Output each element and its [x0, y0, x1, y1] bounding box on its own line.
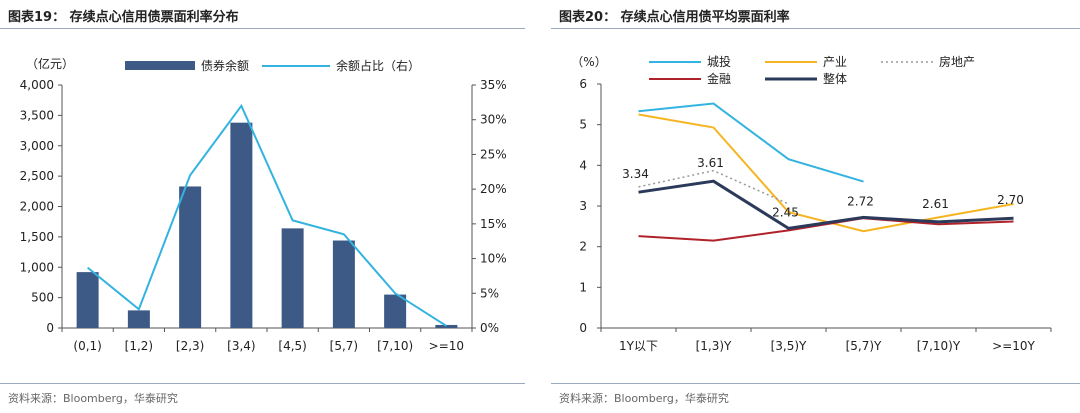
x-tick-label: >=10Y — [992, 339, 1035, 353]
y-tick-label: 1,000 — [20, 260, 54, 274]
x-tick-label: [7,10)Y — [917, 339, 961, 353]
bar — [127, 310, 150, 328]
y-tick-label: 3,500 — [20, 108, 54, 122]
legend-swatch-bar — [125, 61, 195, 70]
data-label: 3.34 — [622, 167, 649, 181]
y2-tick-label: 5% — [480, 286, 499, 300]
x-tick-label: [3,4) — [227, 339, 255, 353]
y2-tick-label: 35% — [480, 78, 507, 92]
y-axis-unit-label: （%） — [571, 55, 606, 69]
title-divider — [551, 28, 1080, 29]
y-tick-label: 2,000 — [20, 200, 54, 214]
y2-tick-label: 0% — [480, 321, 499, 335]
y2-tick-label: 20% — [480, 182, 507, 196]
legend-label: 房地产 — [939, 54, 975, 69]
x-tick-label: [3,5)Y — [771, 339, 807, 353]
data-label: 2.61 — [922, 197, 949, 211]
x-tick-label: [1,2) — [125, 339, 153, 353]
y-tick-label: 3,000 — [20, 139, 54, 153]
figure-right-title: 图表20： 存续点心信用债平均票面利率 — [559, 10, 790, 25]
y-tick-label: 5 — [579, 118, 587, 132]
data-label: 3.61 — [697, 156, 724, 170]
y-tick-label: 500 — [31, 291, 54, 305]
y-tick-label: 3 — [579, 199, 587, 213]
data-label: 2.72 — [847, 194, 874, 208]
source-divider — [0, 383, 525, 384]
y2-tick-label: 10% — [480, 252, 507, 266]
x-tick-label: 1Y以下 — [619, 339, 658, 353]
average-coupon-rate-chart: 0 1 2 3 4 5 6 1Y以下 [1,3)Y [3,5)Y [5,7)Y [7,10)Y >=10… — [571, 54, 1052, 353]
x-tick-label: [4,5) — [278, 339, 306, 353]
legend-label: 余额占比（右） — [336, 58, 420, 73]
figure-right: 图表20： 存续点心信用债平均票面利率 0 1 2 3 4 5 6 1Y以下 [1,3)Y [3,… — [551, 0, 1080, 413]
bar — [332, 240, 355, 328]
y-tick-label: 1,500 — [20, 230, 54, 244]
y-tick-label: 4,000 — [20, 78, 54, 92]
data-label: 2.45 — [772, 205, 799, 219]
bar — [384, 294, 407, 328]
source-divider — [551, 383, 1080, 384]
y-tick-label: 2 — [579, 240, 587, 254]
title-divider — [0, 28, 525, 29]
series-line — [638, 102, 864, 183]
bond-balance-distribution-chart: 0 500 1,000 1,500 2,000 2,500 3,000 3,500 4,000 0… — [20, 56, 507, 353]
bar — [76, 272, 99, 328]
x-tick-label: [1,3)Y — [696, 339, 732, 353]
y-tick-label: 1 — [579, 280, 587, 294]
y-tick-label: 0 — [46, 321, 54, 335]
data-label: 2.70 — [997, 193, 1024, 207]
x-tick-label: [5,7) — [330, 339, 358, 353]
series-line — [638, 169, 789, 205]
bar — [281, 228, 304, 328]
bar — [435, 324, 458, 328]
figure-left: 图表19： 存续点心信用债票面利率分布 0 500 1,000 1,500 2,000 2… — [0, 0, 525, 413]
x-tick-label: [5,7)Y — [846, 339, 882, 353]
series-line — [638, 113, 1014, 233]
figure-right-source: 资料来源：Bloomberg，华泰研究 — [559, 392, 729, 405]
y2-tick-label: 25% — [480, 147, 507, 161]
y2-tick-label: 30% — [480, 113, 507, 127]
bar — [230, 122, 253, 328]
series-line — [638, 179, 1014, 230]
legend-label: 整体 — [823, 71, 847, 86]
x-tick-label: [2,3) — [176, 339, 204, 353]
y-tick-label: 2,500 — [20, 169, 54, 183]
x-tick-label: (0,1) — [73, 339, 101, 353]
y-axis-unit-label: （亿元） — [26, 56, 74, 71]
legend-label: 城投 — [707, 54, 731, 69]
figure-left-title: 图表19： 存续点心信用债票面利率分布 — [8, 10, 239, 25]
legend-label: 债券余额 — [201, 58, 249, 73]
y-tick-label: 4 — [579, 158, 587, 172]
legend-label: 产业 — [823, 55, 847, 69]
x-tick-label: >=10 — [429, 339, 464, 353]
series-line — [86, 103, 447, 327]
bar — [179, 186, 202, 328]
figure-left-source: 资料来源：Bloomberg，华泰研究 — [8, 392, 178, 405]
x-tick-label: [7,10) — [377, 339, 413, 353]
legend-label: 金融 — [707, 71, 731, 86]
y-tick-label: 0 — [579, 321, 587, 335]
y2-tick-label: 15% — [480, 217, 507, 231]
y-tick-label: 6 — [579, 77, 587, 91]
